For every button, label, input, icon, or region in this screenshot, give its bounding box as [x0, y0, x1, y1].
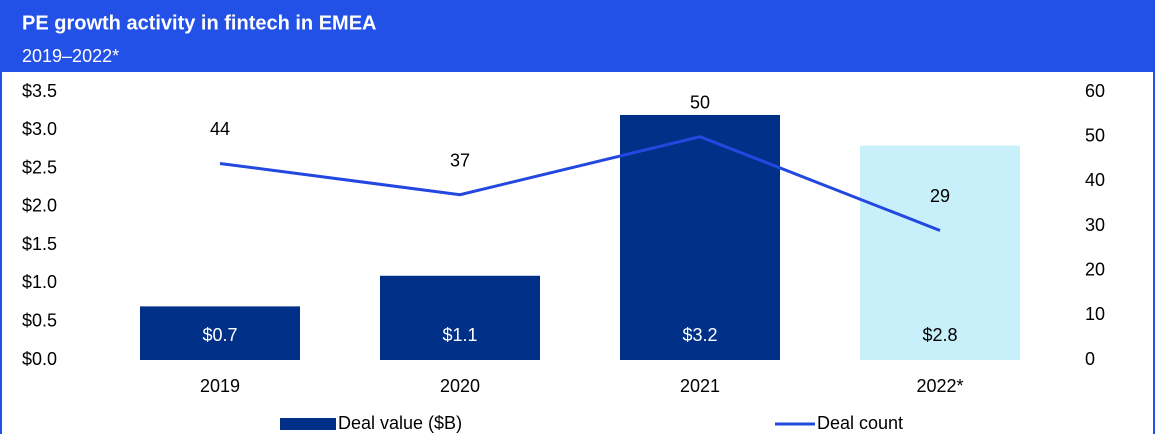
line-value-label: 29: [930, 186, 950, 206]
legend-label: Deal value ($B): [338, 413, 462, 433]
y-tick-label: $0.0: [22, 349, 57, 369]
line: [219, 135, 941, 232]
y-tick-label: $3.0: [22, 119, 57, 139]
bar-value-label: $0.7: [202, 325, 237, 345]
y-tick-label: $0.5: [22, 310, 57, 330]
legend-swatch: [280, 418, 336, 430]
y2-tick-label: 10: [1085, 304, 1105, 324]
y2-tick-label: 50: [1085, 125, 1105, 145]
header-band: [0, 0, 1155, 72]
y2-tick-label: 0: [1085, 349, 1095, 369]
line-value-label: 50: [690, 92, 710, 112]
x-tick-label: 2022*: [916, 376, 963, 396]
y-tick-label: $2.0: [22, 196, 57, 216]
y2-tick-label: 60: [1085, 81, 1105, 101]
y-tick-label: $1.5: [22, 234, 57, 254]
line-value-label: 37: [450, 150, 470, 170]
y-tick-label: $2.5: [22, 157, 57, 177]
bar-value-label: $1.1: [442, 325, 477, 345]
line-value-label: 44: [210, 119, 230, 139]
chart-subtitle: 2019–2022*: [22, 46, 119, 66]
bar-value-label: $2.8: [922, 325, 957, 345]
y-tick-label: $1.0: [22, 272, 57, 292]
x-tick-label: 2020: [440, 376, 480, 396]
y-tick-label: $3.5: [22, 81, 57, 101]
bar: [140, 306, 300, 360]
x-tick-label: 2021: [680, 376, 720, 396]
y2-tick-label: 20: [1085, 259, 1105, 279]
bar: [860, 145, 1020, 360]
bar-value-label: $3.2: [682, 325, 717, 345]
bar: [380, 275, 540, 360]
chart-title: PE growth activity in fintech in EMEA: [22, 12, 376, 34]
y2-tick-label: 30: [1085, 215, 1105, 235]
legend-label: Deal count: [817, 413, 903, 433]
x-tick-label: 2019: [200, 376, 240, 396]
y2-tick-label: 40: [1085, 170, 1105, 190]
bar: [620, 114, 780, 360]
